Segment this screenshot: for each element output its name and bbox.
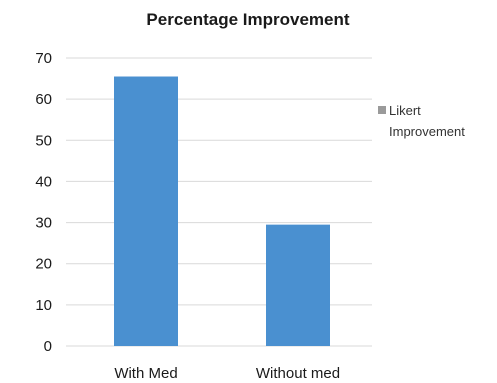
bars [114, 76, 330, 346]
legend-label-line-1: Likert [389, 103, 421, 118]
x-category-label: Without med [256, 365, 340, 382]
y-tick-label: 50 [35, 132, 52, 149]
y-tick-label: 10 [35, 297, 52, 314]
y-tick-label: 60 [35, 91, 52, 108]
x-category-label: With Med [114, 365, 177, 382]
y-tick-label: 30 [35, 215, 52, 232]
x-axis: With Med Without med [114, 365, 340, 382]
chart-title: Percentage Improvement [146, 10, 349, 29]
legend-label-line-2: Improvement [389, 124, 465, 139]
y-tick-label: 20 [35, 256, 52, 273]
legend-swatch [378, 106, 386, 114]
bar-without-med [266, 224, 330, 346]
y-tick-label: 0 [44, 338, 52, 355]
legend: Likert Improvement [378, 103, 465, 139]
y-tick-label: 40 [35, 173, 52, 190]
y-tick-label: 70 [35, 50, 52, 67]
bar-with-med [114, 76, 178, 346]
y-axis: 0 10 20 30 40 50 60 70 [35, 50, 52, 355]
